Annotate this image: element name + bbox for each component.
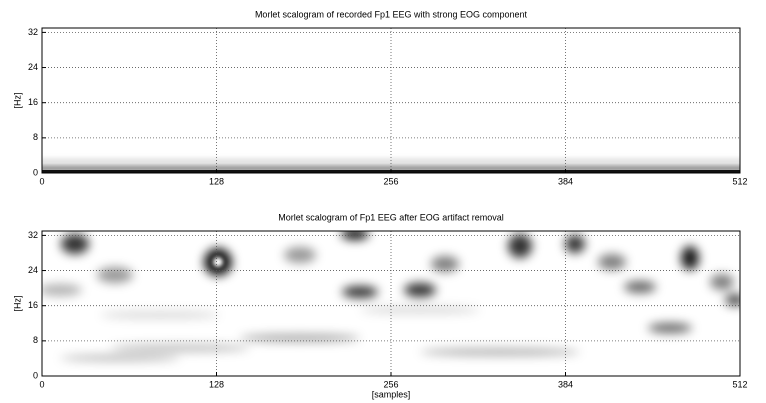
- y-tick-label: 24: [28, 62, 38, 72]
- chart-title: Morlet scalogram of Fp1 EEG after EOG ar…: [278, 212, 504, 222]
- scalogram-image: [42, 28, 740, 173]
- y-axis-label: [Hz]: [12, 92, 22, 108]
- chart-title: Morlet scalogram of recorded Fp1 EEG wit…: [255, 9, 528, 19]
- y-tick-label: 16: [28, 97, 38, 107]
- x-tick-label: 0: [39, 176, 44, 186]
- x-tick-label: 384: [558, 176, 573, 186]
- plot-frame: [41, 230, 741, 377]
- y-tick-label: 8: [33, 335, 38, 345]
- x-tick-label: 128: [209, 176, 224, 186]
- x-tick-label: 256: [383, 379, 398, 389]
- x-tick-label: 256: [383, 176, 398, 186]
- x-tick-label: 0: [39, 379, 44, 389]
- y-tick-label: 32: [28, 230, 38, 240]
- x-tick-label: 384: [558, 379, 573, 389]
- plot-frame: [41, 27, 741, 174]
- x-tick-label: 128: [209, 379, 224, 389]
- y-tick-label: 24: [28, 265, 38, 275]
- y-tick-label: 32: [28, 27, 38, 37]
- scalogram-image: [42, 231, 740, 376]
- y-axis-label: [Hz]: [12, 295, 22, 311]
- y-tick-label: 0: [33, 167, 38, 177]
- y-tick-label: 8: [33, 132, 38, 142]
- x-tick-label: 512: [732, 379, 747, 389]
- x-axis-label: [samples]: [372, 389, 411, 399]
- y-tick-label: 0: [33, 370, 38, 380]
- y-tick-label: 16: [28, 300, 38, 310]
- x-tick-label: 512: [732, 176, 747, 186]
